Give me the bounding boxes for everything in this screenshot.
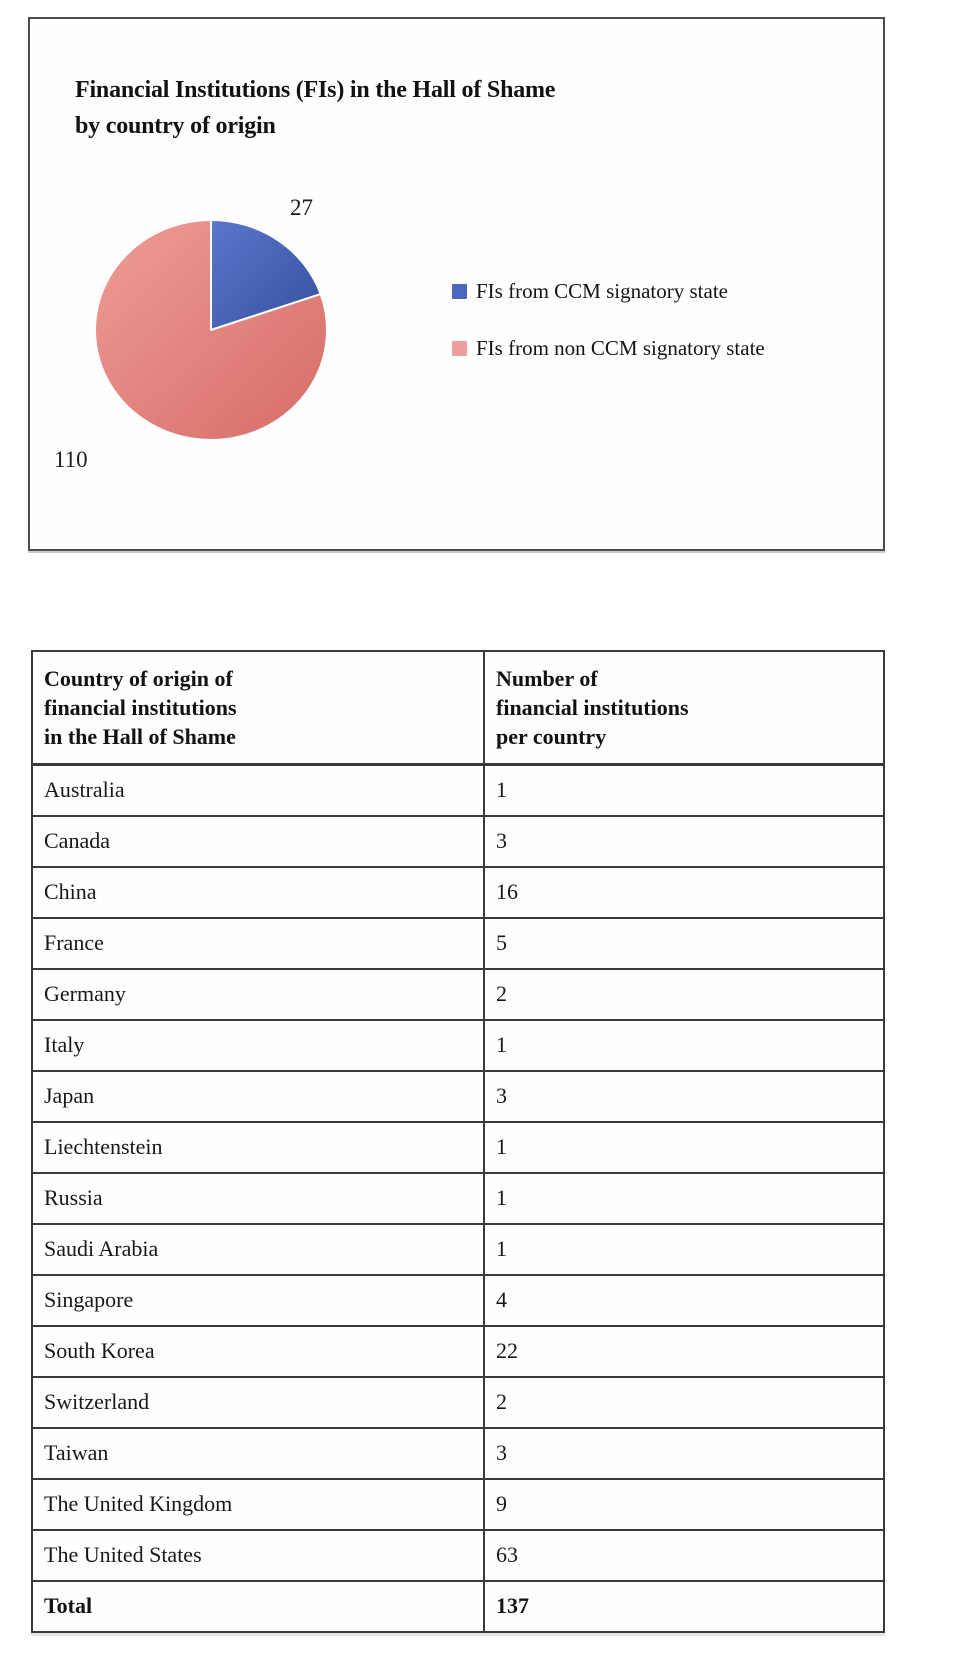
value-cell: 16	[483, 866, 885, 919]
country-cell: Japan	[31, 1070, 485, 1123]
chart-title: Financial Institutions (FIs) in the Hall…	[75, 77, 556, 139]
pie-chart-panel: Financial Institutions (FIs) in the Hall…	[28, 17, 885, 551]
table-row: Australia 1	[31, 763, 885, 817]
table-row: The United Kingdom 9	[31, 1478, 885, 1531]
table-row: The United States 63	[31, 1529, 885, 1582]
legend-marker-blue-icon	[452, 284, 467, 299]
value-cell: 1	[483, 1223, 885, 1276]
country-cell: Taiwan	[31, 1427, 485, 1480]
table-row: Switzerland 2	[31, 1376, 885, 1429]
table-row: Italy 1	[31, 1019, 885, 1072]
country-cell: Australia	[31, 763, 485, 817]
legend-item-ccm: FIs from CCM signatory state	[452, 279, 765, 304]
table-header-row: Country of origin of financial instituti…	[31, 650, 885, 766]
pie-data-label-ccm: 27	[290, 195, 313, 220]
total-value-cell: 137	[483, 1580, 885, 1633]
country-cell: Germany	[31, 968, 485, 1021]
country-cell: The United States	[31, 1529, 485, 1582]
table-row: South Korea 22	[31, 1325, 885, 1378]
value-cell: 3	[483, 1427, 885, 1480]
table-row: Japan 3	[31, 1070, 885, 1123]
value-cell: 5	[483, 917, 885, 970]
country-cell: Canada	[31, 815, 485, 868]
table-total-row: Total 137	[31, 1580, 885, 1633]
country-cell: The United Kingdom	[31, 1478, 485, 1531]
table-header-count: Number of financial institutions per cou…	[483, 650, 885, 766]
legend-item-non-ccm: FIs from non CCM signatory state	[452, 336, 765, 361]
table-row: China 16	[31, 866, 885, 919]
legend-label-ccm: FIs from CCM signatory state	[476, 279, 728, 303]
country-cell: France	[31, 917, 485, 970]
country-cell: Russia	[31, 1172, 485, 1225]
value-cell: 2	[483, 1376, 885, 1429]
value-cell: 1	[483, 1019, 885, 1072]
value-cell: 1	[483, 1172, 885, 1225]
pie-slice-1	[94, 219, 328, 441]
countries-table: Country of origin of financial instituti…	[31, 650, 885, 1633]
value-cell: 63	[483, 1529, 885, 1582]
table-row: Germany 2	[31, 968, 885, 1021]
country-cell: Italy	[31, 1019, 485, 1072]
country-cell: Switzerland	[31, 1376, 485, 1429]
table-row: Russia 1	[31, 1172, 885, 1225]
value-cell: 2	[483, 968, 885, 1021]
country-cell: Saudi Arabia	[31, 1223, 485, 1276]
table-row: Canada 3	[31, 815, 885, 868]
table-row: Liechtenstein 1	[31, 1121, 885, 1174]
value-cell: 1	[483, 763, 885, 817]
pie-data-label-non-ccm: 110	[54, 447, 88, 472]
chart-legend: FIs from CCM signatory state FIs from no…	[452, 279, 765, 361]
value-cell: 1	[483, 1121, 885, 1174]
country-cell: Singapore	[31, 1274, 485, 1327]
value-cell: 9	[483, 1478, 885, 1531]
legend-marker-pink-icon	[452, 341, 467, 356]
table-row: Taiwan 3	[31, 1427, 885, 1480]
legend-label-non-ccm: FIs from non CCM signatory state	[476, 336, 765, 360]
value-cell: 4	[483, 1274, 885, 1327]
value-cell: 22	[483, 1325, 885, 1378]
country-cell: Liechtenstein	[31, 1121, 485, 1174]
value-cell: 3	[483, 815, 885, 868]
total-label-cell: Total	[31, 1580, 485, 1633]
value-cell: 3	[483, 1070, 885, 1123]
country-cell: China	[31, 866, 485, 919]
table-row: France 5	[31, 917, 885, 970]
table-header-country: Country of origin of financial instituti…	[31, 650, 485, 766]
pie-chart	[94, 219, 328, 441]
country-cell: South Korea	[31, 1325, 485, 1378]
table-row: Saudi Arabia 1	[31, 1223, 885, 1276]
table-row: Singapore 4	[31, 1274, 885, 1327]
